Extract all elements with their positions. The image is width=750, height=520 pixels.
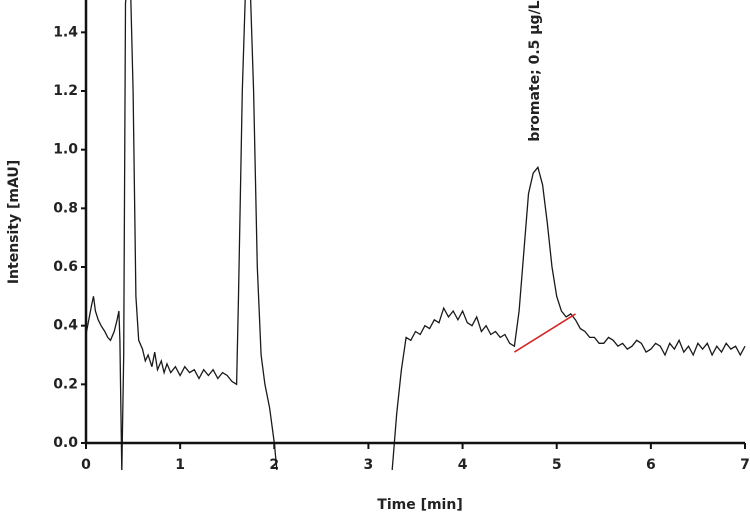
- y-tick-label: 0.4: [53, 318, 78, 334]
- y-tick-label: 1.4: [53, 24, 78, 40]
- line-series: [85, 0, 746, 470]
- y-tick-label: 0.0: [53, 435, 78, 451]
- x-tick-label: 3: [364, 457, 374, 473]
- x-tick-label: 1: [175, 457, 185, 473]
- y-tick-label: 1.0: [53, 142, 78, 158]
- annotation: bromate; 0.5 µg/L: [527, 0, 543, 141]
- x-tick-label: 6: [646, 457, 656, 473]
- x-tick-label: 7: [740, 457, 750, 473]
- y-tick-label: 1.2: [53, 83, 78, 99]
- plot-area: [85, 0, 746, 470]
- x-tick-label: 0: [81, 457, 91, 473]
- line-series: [513, 313, 576, 353]
- y-tick-label: 0.2: [53, 376, 78, 392]
- x-tick-label: 5: [552, 457, 562, 473]
- x-tick-label: 2: [269, 457, 279, 473]
- y-tick-label: 0.8: [53, 200, 78, 216]
- y-tick-label: 0.6: [53, 259, 78, 275]
- x-axis-label: Time [min]: [377, 497, 462, 513]
- y-axis-label: Intensity [mAU]: [6, 160, 22, 284]
- x-tick-label: 4: [458, 457, 468, 473]
